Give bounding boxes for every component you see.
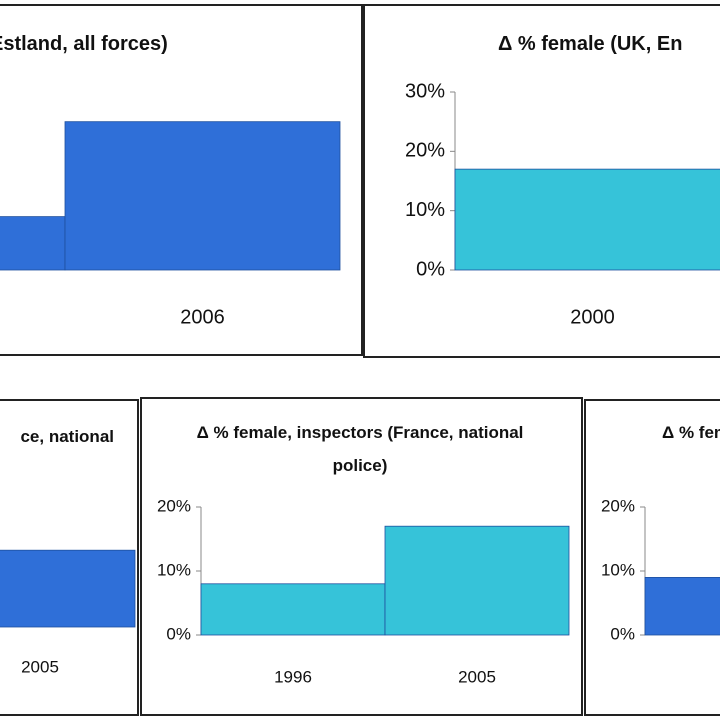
panel-frame — [363, 4, 720, 358]
chart-title: Δ % female, inspectors (France, national… — [196, 423, 524, 475]
y-tick-label: 10% — [157, 560, 191, 579]
bar — [454, 168, 720, 271]
panel-frame — [584, 399, 720, 716]
panel-frame — [0, 4, 363, 356]
y-tick-label: 10% — [601, 560, 635, 579]
chart-title: Δ % fem — [662, 423, 720, 442]
x-tick-label: 2006 — [180, 306, 225, 328]
chart-title: Estland, all forces) — [0, 33, 168, 55]
x-tick-label: 1996 — [274, 667, 312, 686]
x-tick-label: 2000 — [570, 306, 615, 328]
bar — [384, 525, 570, 636]
y-tick-label: 0% — [416, 258, 445, 280]
x-tick-label: 2005 — [458, 667, 496, 686]
bar — [0, 216, 66, 271]
bar — [200, 583, 386, 636]
y-tick-label: 30% — [405, 80, 445, 102]
bar — [0, 549, 136, 628]
y-tick-label: 0% — [166, 624, 191, 643]
bar — [644, 577, 720, 636]
y-tick-label: 20% — [157, 496, 191, 515]
bar — [64, 121, 341, 271]
y-tick-label: 20% — [601, 496, 635, 515]
x-tick-label: 2005 — [21, 657, 59, 676]
chart-title: ce, national — [20, 427, 114, 446]
y-tick-label: 20% — [405, 140, 445, 162]
y-tick-label: 0% — [610, 624, 635, 643]
chart-title: Δ % female (UK, En — [498, 33, 683, 55]
panel-frame — [140, 397, 583, 716]
panel-frame — [0, 399, 139, 716]
y-tick-label: 10% — [405, 199, 445, 221]
